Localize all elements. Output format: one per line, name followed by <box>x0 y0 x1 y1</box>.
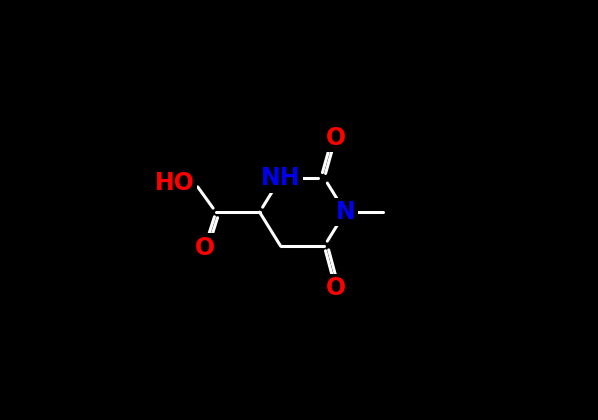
Text: N: N <box>335 200 355 224</box>
Text: NH: NH <box>261 166 300 190</box>
Text: HO: HO <box>155 171 195 195</box>
Text: O: O <box>325 276 346 300</box>
Text: O: O <box>325 126 346 150</box>
Text: O: O <box>194 236 215 260</box>
